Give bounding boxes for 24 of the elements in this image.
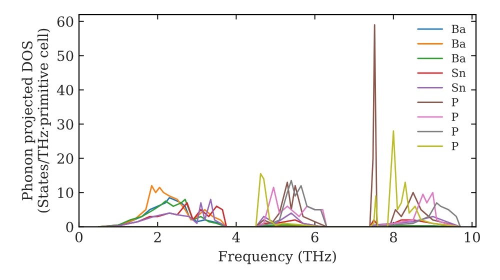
y-axis-title: Phonon projected DOS (States/THz·primitive cell) xyxy=(22,28,51,213)
y-tick-label: 60 xyxy=(57,16,74,27)
legend-label: P xyxy=(452,98,458,106)
y-tick-label: 20 xyxy=(57,153,74,164)
x-tick-label: 0 xyxy=(75,232,82,242)
y-tick-label: 30 xyxy=(58,119,74,130)
x-tick-label: 2 xyxy=(154,232,161,242)
x-tick-label: 4 xyxy=(232,232,240,242)
legend-label: Ba xyxy=(452,24,466,34)
legend-label: Sn xyxy=(452,83,466,92)
x-tick-label: 10 xyxy=(464,232,480,242)
legend-label: P xyxy=(452,142,458,150)
legend-label: Ba xyxy=(452,40,466,48)
x-axis-title: Frequency (THz) xyxy=(218,250,336,264)
y-tick-label: 10 xyxy=(58,188,74,198)
legend-label: P xyxy=(452,112,458,121)
y-tick-label: 0 xyxy=(66,222,74,232)
legend-label: Ba xyxy=(452,54,466,62)
x-tick-label: 6 xyxy=(311,232,318,242)
legend-label: P xyxy=(452,127,458,136)
y-tick-label: 40 xyxy=(56,84,74,96)
legend-label: Sn xyxy=(452,68,466,78)
x-tick-label: 8 xyxy=(390,232,397,242)
y-tick-label: 50 xyxy=(58,50,74,62)
